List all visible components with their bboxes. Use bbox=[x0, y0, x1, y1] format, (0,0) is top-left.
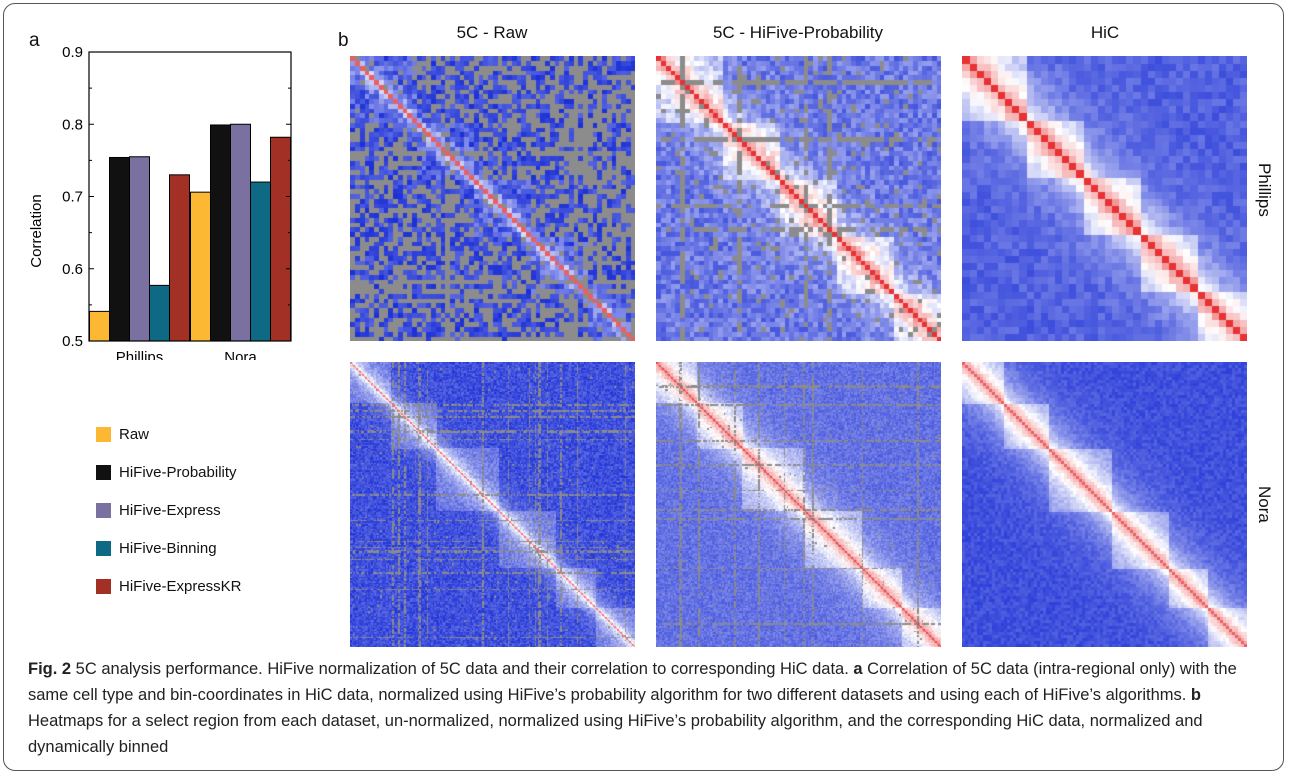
legend-swatch bbox=[96, 502, 111, 518]
legend-swatch bbox=[96, 578, 111, 594]
legend-item: Raw bbox=[96, 424, 242, 444]
bar-nora-raw bbox=[190, 191, 211, 342]
legend-label: HiFive-Binning bbox=[119, 539, 217, 557]
bar-chart: Correlation Phillips Nora 0.5 0.6 0.7 0.8 0.9 bbox=[28, 44, 292, 360]
figure-caption: Fig. 2 5C analysis performance. HiFive n… bbox=[28, 656, 1264, 760]
legend-swatch bbox=[96, 426, 111, 442]
heatmap-nora-5c-raw bbox=[350, 362, 635, 647]
row-label-nora: Nora bbox=[1255, 486, 1274, 523]
bar-nora-hifive-expresskr bbox=[270, 136, 291, 342]
legend-item: HiFive-Probability bbox=[96, 462, 242, 482]
caption-fig-number: Fig. 2 bbox=[28, 660, 72, 678]
bar-nora-hifive-express bbox=[230, 123, 251, 342]
bar-nora-hifive-probability bbox=[210, 124, 231, 342]
caption-panel-a: a bbox=[853, 660, 863, 678]
heatmap-phillips-hic bbox=[962, 56, 1247, 341]
legend-item: HiFive-Express bbox=[96, 500, 242, 520]
legend-label: Raw bbox=[119, 425, 150, 443]
y-tick-label: 0.6 bbox=[62, 261, 83, 278]
heatmap-nora-hic bbox=[962, 362, 1247, 647]
x-tick-label-phillips: Phillips bbox=[116, 349, 164, 360]
y-tick-label: 0.8 bbox=[62, 116, 83, 133]
bar-phillips-hifive-express bbox=[129, 156, 150, 342]
bar-phillips-hifive-binning bbox=[149, 284, 170, 342]
legend-label: HiFive-Probability bbox=[119, 463, 237, 481]
panel-a-label: a bbox=[29, 30, 40, 51]
column-title-5c-raw: 5C - Raw bbox=[456, 23, 528, 42]
y-tick-label: 0.5 bbox=[62, 333, 83, 350]
heatmap-phillips-5c-hifive-probability bbox=[656, 56, 941, 341]
caption-panel-b: b bbox=[1190, 686, 1202, 704]
figure-frame bbox=[3, 3, 1284, 771]
row-label-phillips: Phillips bbox=[1255, 163, 1274, 217]
caption-text-3: Heatmaps for a select region from each d… bbox=[28, 712, 1203, 756]
y-tick-label: 0.7 bbox=[62, 189, 83, 206]
y-tick-label: 0.9 bbox=[62, 44, 83, 61]
column-title-hic: HiC bbox=[1090, 23, 1120, 42]
legend-swatch bbox=[96, 540, 111, 556]
bar-phillips-hifive-probability bbox=[109, 156, 130, 342]
caption-text-2: Correlation of 5C data (intra-regional o… bbox=[28, 660, 1237, 704]
x-tick-label-nora: Nora bbox=[224, 349, 257, 360]
bar-phillips-hifive-expresskr bbox=[169, 174, 190, 342]
chart-legend: Raw HiFive-Probability HiFive-Express HiFiv… bbox=[96, 424, 242, 614]
y-axis-label: Correlation bbox=[28, 194, 45, 267]
legend-label: HiFive-Express bbox=[119, 501, 221, 519]
legend-item: HiFive-ExpressKR bbox=[96, 576, 242, 596]
caption-text-1: 5C analysis performance. HiFive normaliz… bbox=[71, 660, 854, 678]
heatmap-nora-5c-hifive-probability bbox=[656, 362, 941, 647]
bar-phillips-raw bbox=[89, 310, 110, 342]
legend-item: HiFive-Binning bbox=[96, 538, 242, 558]
panel-b-label: b bbox=[338, 30, 349, 51]
bar-nora-hifive-binning bbox=[250, 181, 271, 342]
legend-swatch bbox=[96, 464, 111, 480]
legend-label: HiFive-ExpressKR bbox=[119, 577, 242, 595]
column-title-5c-hifive-probability: 5C - HiFive-Probability bbox=[712, 23, 884, 42]
heatmap-phillips-5c-raw bbox=[350, 56, 635, 341]
